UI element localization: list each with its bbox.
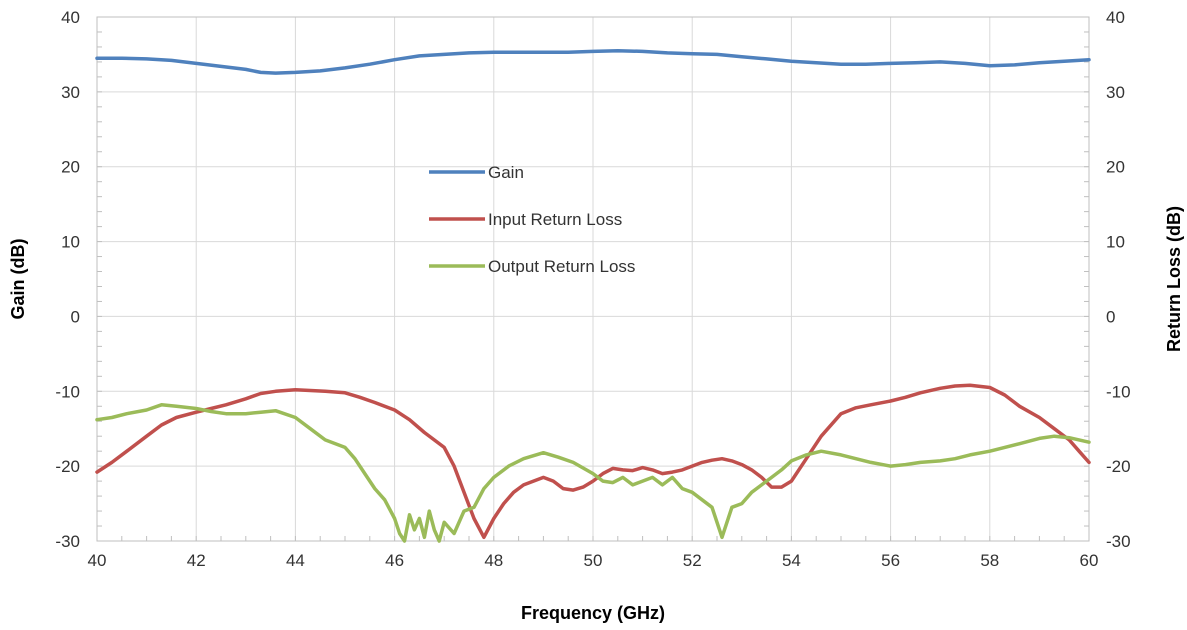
x-tick-label: 60 — [1080, 551, 1099, 570]
series-lines — [95, 48, 1091, 543]
x-tick-label: 46 — [385, 551, 404, 570]
x-tick-label: 56 — [881, 551, 900, 570]
series-line-output-return-loss — [95, 403, 1091, 543]
legend-label-output-return-loss: Output Return Loss — [488, 257, 635, 276]
y-right-tick-label: 40 — [1106, 8, 1125, 27]
y-left-tick-label: -10 — [55, 382, 80, 401]
y-right-tick-label: 20 — [1106, 158, 1125, 177]
x-tick-label: 54 — [782, 551, 801, 570]
series-line-gain — [95, 48, 1091, 75]
y-axis-right-tick-labels: -30 -20 -10 0 10 20 30 40 — [1106, 8, 1131, 551]
legend: Gain Input Return Loss Output Return Los… — [429, 163, 635, 276]
y-right-tick-label: 30 — [1106, 83, 1125, 102]
y-left-tick-label: -20 — [55, 457, 80, 476]
legend-label-input-return-loss: Input Return Loss — [488, 210, 622, 229]
x-tick-label: 44 — [286, 551, 305, 570]
y-right-tick-label: -30 — [1106, 532, 1131, 551]
y-right-tick-label: 10 — [1106, 233, 1125, 252]
y-axis-left-title: Gain (dB) — [8, 239, 28, 320]
y-left-tick-label: 40 — [61, 8, 80, 27]
x-tick-label: 58 — [980, 551, 999, 570]
y-axis-right-title: Return Loss (dB) — [1164, 206, 1184, 352]
x-tick-label: 52 — [683, 551, 702, 570]
y-right-tick-label: -10 — [1106, 382, 1131, 401]
y-left-tick-label: -30 — [55, 532, 80, 551]
y-right-tick-label: 0 — [1106, 307, 1115, 326]
y-right-tick-label: -20 — [1106, 457, 1131, 476]
series-line-input-return-loss — [95, 383, 1091, 540]
x-tick-label: 50 — [584, 551, 603, 570]
y-left-tick-label: 20 — [61, 158, 80, 177]
y-left-tick-label: 10 — [61, 233, 80, 252]
x-tick-label: 42 — [187, 551, 206, 570]
x-axis-title: Frequency (GHz) — [521, 603, 665, 623]
y-left-tick-label: 30 — [61, 83, 80, 102]
legend-label-gain: Gain — [488, 163, 524, 182]
x-tick-label: 48 — [484, 551, 503, 570]
x-tick-label: 40 — [88, 551, 107, 570]
x-axis-tick-labels: 40 42 44 46 48 50 52 54 56 58 60 — [88, 551, 1099, 570]
y-left-tick-label: 0 — [71, 307, 80, 326]
axis-minor-ticks — [96, 16, 1090, 542]
y-axis-left-tick-labels: -30 -20 -10 0 10 20 30 40 — [55, 8, 80, 551]
